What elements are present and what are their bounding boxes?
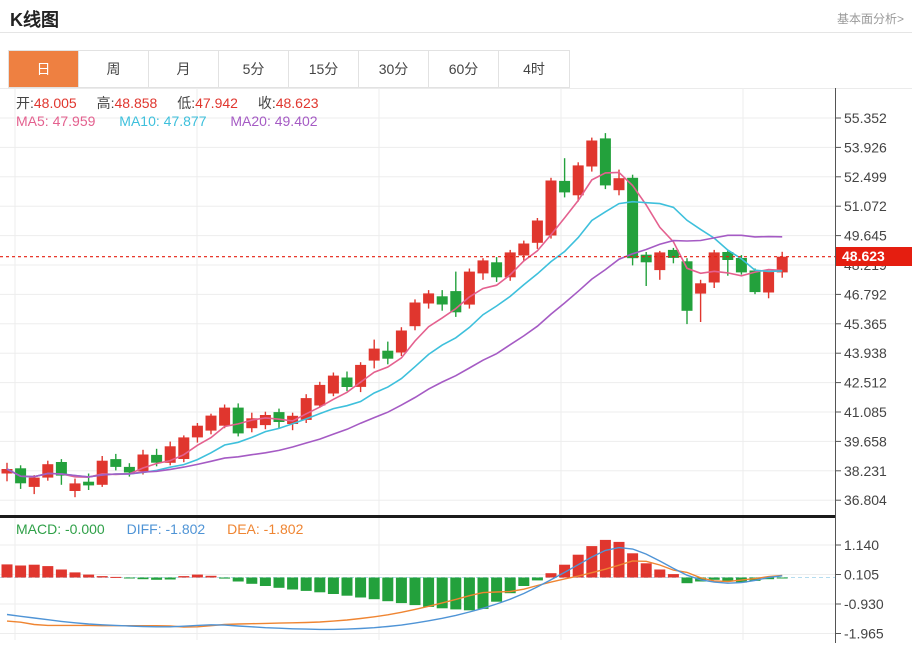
dea-label: DEA:: [227, 521, 260, 537]
fundamental-analysis-link[interactable]: 基本面分析>: [836, 12, 904, 26]
ma10-label: MA10:: [119, 113, 160, 129]
svg-text:45.365: 45.365: [844, 316, 887, 332]
ohlc-row: 开:48.005 高:48.858 低:47.942 收:48.623: [16, 93, 335, 113]
header-divider: [0, 32, 912, 33]
high-label: 高:: [96, 95, 115, 111]
svg-text:42.512: 42.512: [844, 375, 887, 391]
open-value: 48.005: [33, 95, 77, 111]
svg-text:36.804: 36.804: [844, 492, 887, 508]
tab-15min[interactable]: 15分: [289, 51, 359, 87]
svg-text:41.085: 41.085: [844, 404, 887, 420]
svg-text:55.352: 55.352: [844, 110, 887, 126]
svg-text:51.072: 51.072: [844, 198, 887, 214]
svg-text:46.792: 46.792: [844, 286, 887, 302]
diff-label: DIFF:: [126, 521, 162, 537]
close-value: 48.623: [275, 95, 319, 111]
ma20-value: 49.402: [274, 113, 318, 129]
svg-text:1.140: 1.140: [844, 537, 879, 553]
macd-value: -0.000: [65, 521, 105, 537]
svg-text:53.926: 53.926: [844, 139, 887, 155]
tabbar-bottom-line: [0, 88, 912, 89]
ma-row: MA5: 47.959 MA10: 47.877 MA20: 49.402: [16, 113, 338, 129]
low-value: 47.942: [195, 95, 238, 111]
ma10-value: 47.877: [163, 113, 207, 129]
ma5-label: MA5:: [16, 113, 49, 129]
svg-text:-0.930: -0.930: [844, 596, 884, 612]
timeframe-tabbar: 日 周 月 5分 15分 30分 60分 4时: [8, 50, 570, 88]
svg-text:-1.965: -1.965: [844, 626, 884, 642]
svg-text:49.645: 49.645: [844, 228, 887, 244]
tab-4hour[interactable]: 4时: [499, 51, 569, 87]
diff-value: -1.802: [165, 521, 206, 537]
tab-60min[interactable]: 60分: [429, 51, 499, 87]
svg-text:43.938: 43.938: [844, 345, 887, 361]
tab-month[interactable]: 月: [149, 51, 219, 87]
svg-text:39.658: 39.658: [844, 433, 887, 449]
dea-value: -1.802: [263, 521, 304, 537]
last-price-tag: 48.623: [836, 247, 912, 266]
svg-text:52.499: 52.499: [844, 169, 887, 185]
tab-30min[interactable]: 30分: [359, 51, 429, 87]
svg-text:38.231: 38.231: [844, 463, 887, 479]
tab-week[interactable]: 周: [79, 51, 149, 87]
tab-day[interactable]: 日: [9, 51, 79, 87]
open-label: 开:: [16, 95, 34, 111]
ma5-value: 47.959: [52, 113, 96, 129]
svg-text:0.105: 0.105: [844, 567, 879, 583]
ma20-label: MA20:: [230, 113, 271, 129]
low-label: 低:: [177, 95, 196, 111]
page-title: K线图: [10, 10, 59, 30]
macd-row: MACD: -0.000 DIFF: -1.802 DEA: -1.802: [16, 521, 321, 537]
macd-label: MACD:: [16, 521, 62, 537]
high-value: 48.858: [114, 95, 158, 111]
tab-5min[interactable]: 5分: [219, 51, 289, 87]
close-label: 收:: [257, 95, 276, 111]
